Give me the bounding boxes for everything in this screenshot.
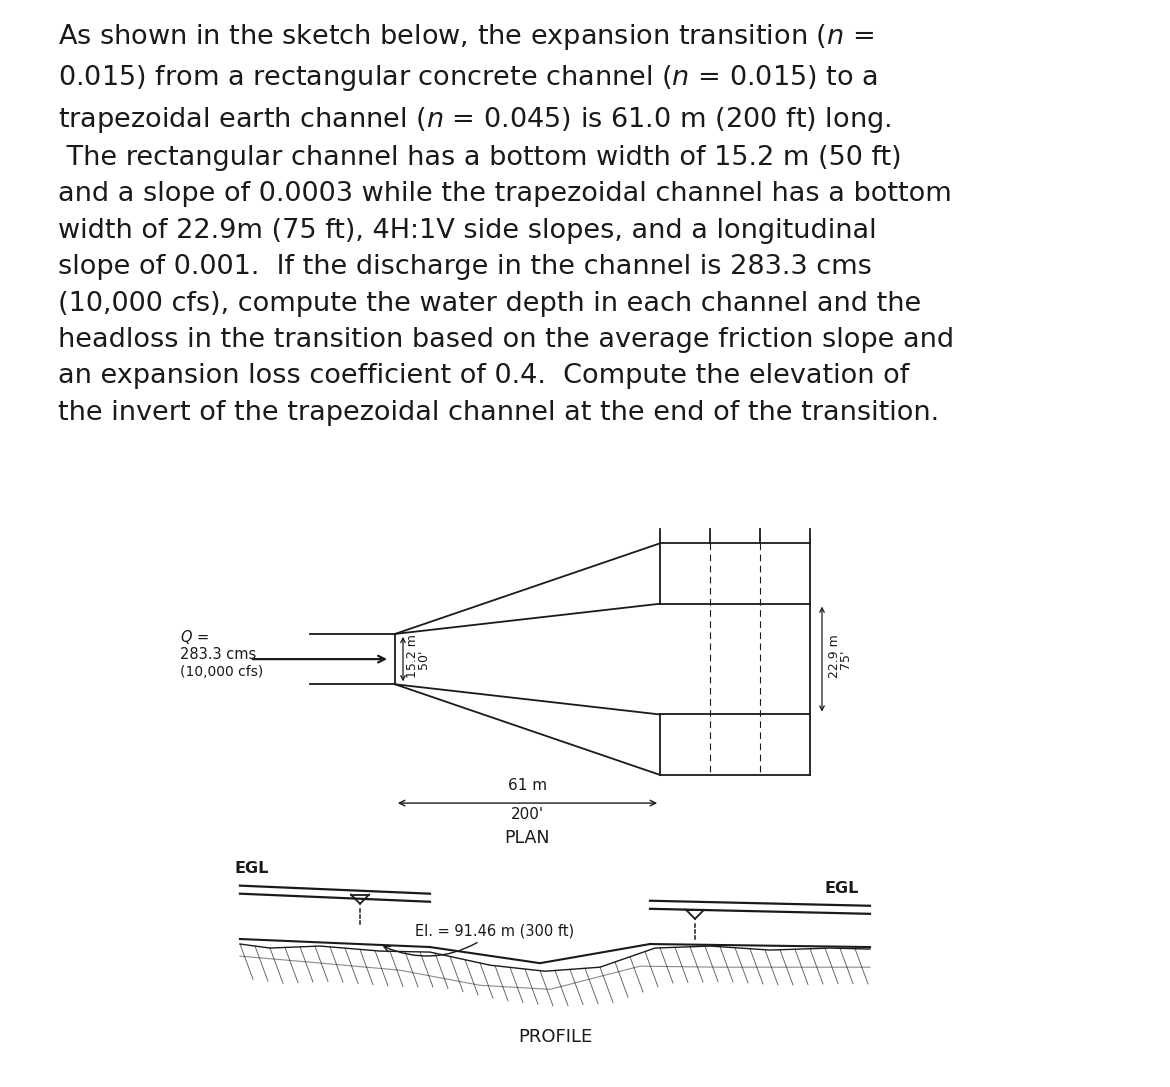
Text: As shown in the sketch below, the expansion transition ($n$ =
0.015) from a rect: As shown in the sketch below, the expans… [58, 22, 955, 426]
Text: 75': 75' [840, 649, 853, 669]
Text: EGL: EGL [825, 880, 860, 896]
Text: 200': 200' [511, 808, 544, 822]
Text: 61 m: 61 m [508, 778, 548, 794]
Text: 283.3 cms: 283.3 cms [180, 647, 256, 662]
Text: EGL: EGL [235, 861, 269, 875]
Text: 15.2 m: 15.2 m [406, 634, 420, 678]
Text: PLAN: PLAN [504, 829, 550, 847]
Text: 22.9 m: 22.9 m [827, 634, 840, 678]
Text: $Q$ =: $Q$ = [180, 628, 209, 646]
Text: PROFILE: PROFILE [518, 1027, 592, 1046]
Text: 50': 50' [418, 649, 431, 669]
Text: El. = 91.46 m (300 ft): El. = 91.46 m (300 ft) [384, 924, 574, 957]
Text: (10,000 cfs): (10,000 cfs) [180, 665, 263, 679]
